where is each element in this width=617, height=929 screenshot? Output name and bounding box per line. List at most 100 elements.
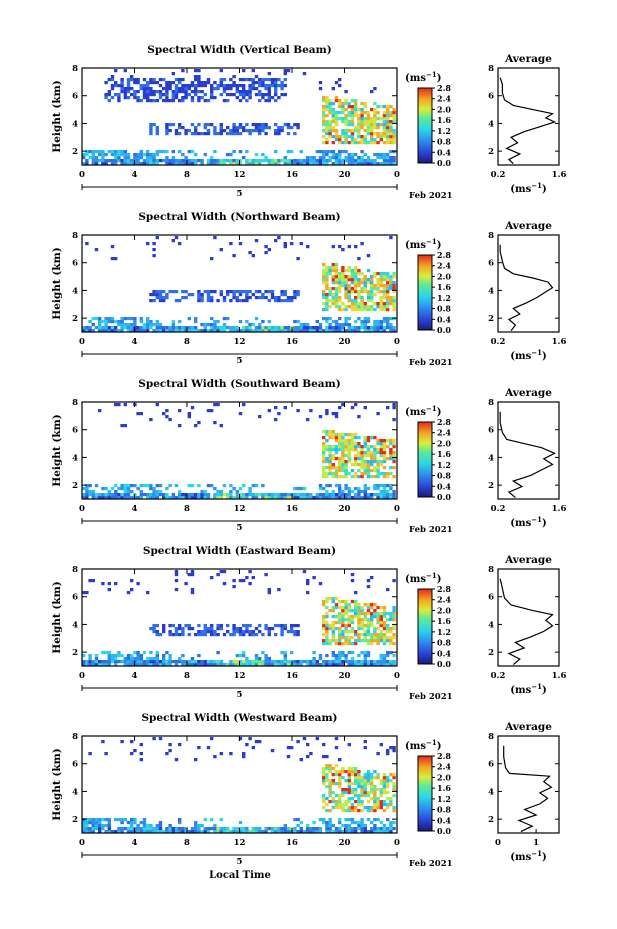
x-tick-label: 4 <box>132 337 138 347</box>
date-label: Feb 2021 <box>409 525 453 535</box>
heatmap-cell <box>386 496 390 500</box>
heatmap-cell <box>347 603 351 607</box>
heatmap-cell <box>360 785 364 789</box>
heatmap-cell <box>110 654 115 658</box>
heatmap-cell <box>197 99 201 103</box>
heatmap-cell <box>302 493 307 497</box>
heatmap-cell <box>347 630 351 634</box>
heatmap-cell <box>360 803 364 807</box>
heatmap-cell <box>94 821 99 825</box>
heatmap-cell <box>152 153 156 157</box>
heatmap-cell <box>357 135 361 139</box>
heatmap-cell <box>350 630 355 634</box>
heatmap-cell <box>98 663 102 667</box>
heatmap-cell <box>110 830 115 834</box>
heatmap-cell <box>331 111 335 115</box>
heatmap-cell <box>363 329 367 333</box>
heatmap-cell <box>203 830 207 834</box>
heatmap-cell <box>219 818 223 822</box>
heatmap-cell <box>114 162 118 166</box>
heatmap-cell <box>325 627 329 631</box>
heatmap-cell <box>357 803 361 807</box>
heatmap-cell <box>238 84 243 88</box>
heatmap-cell <box>360 135 364 139</box>
heatmap-cell <box>136 657 140 661</box>
heatmap-cell <box>331 281 335 285</box>
heatmap-cell <box>386 284 390 288</box>
heatmap-cell <box>344 278 348 282</box>
heatmap-cell <box>101 159 105 163</box>
heatmap-cell <box>274 132 278 136</box>
heatmap-cell <box>328 293 332 297</box>
heatmap-cell <box>258 296 262 300</box>
heatmap-cell <box>293 320 297 324</box>
heatmap-cell <box>146 93 150 97</box>
heatmap-cell <box>366 773 371 777</box>
heatmap-cell <box>386 612 390 616</box>
heatmap-cell <box>389 779 393 783</box>
heatmap-cell <box>254 81 259 85</box>
heatmap-cell <box>325 326 329 330</box>
heatmap-cell <box>152 159 156 163</box>
heatmap-cell <box>104 496 108 500</box>
heatmap-cell <box>219 81 223 85</box>
heatmap-cell <box>146 493 150 497</box>
heatmap-cell <box>366 111 371 115</box>
heatmap-cell <box>350 120 355 124</box>
heatmap-cell <box>382 287 387 291</box>
heatmap-cell <box>194 132 198 136</box>
heatmap-cell <box>331 275 335 279</box>
heatmap-cell <box>187 660 191 664</box>
heatmap-cell <box>203 493 207 497</box>
heatmap-cell <box>357 633 361 637</box>
heatmap-cell <box>357 457 361 461</box>
heatmap-cell <box>261 660 265 664</box>
heatmap-cell <box>328 156 332 160</box>
heatmap-cell <box>386 296 390 300</box>
heatmap-cell <box>107 827 111 831</box>
heatmap-cell <box>146 827 150 831</box>
heatmap-cell <box>376 412 380 416</box>
heatmap-cell <box>325 475 329 479</box>
heatmap-cell <box>238 78 243 82</box>
colorbar-tick-label: 2.8 <box>437 250 451 260</box>
y-axis-label: Height (km) <box>51 414 63 486</box>
heatmap-cell <box>341 403 345 407</box>
heatmap-cell <box>136 81 140 85</box>
heatmap-cell <box>334 484 339 488</box>
heatmap-cell <box>110 75 115 79</box>
heatmap-cell <box>248 660 252 664</box>
heatmap-cell <box>187 93 191 97</box>
heatmap-cell <box>226 326 230 330</box>
heatmap-cell <box>350 657 355 661</box>
heatmap-cell <box>242 93 246 97</box>
heatmap-cell <box>216 320 220 324</box>
heatmap-cell <box>210 290 214 294</box>
heatmap-cell <box>104 96 108 100</box>
heatmap-cell <box>322 618 326 622</box>
heatmap-cell <box>226 493 230 497</box>
heatmap-cell <box>120 317 124 321</box>
heatmap-cell <box>328 460 332 464</box>
colorbar-tick-label: 2.4 <box>437 428 451 438</box>
heatmap-cell <box>357 156 361 160</box>
heatmap-cell <box>338 457 342 461</box>
heatmap-cell <box>216 493 220 497</box>
heatmap-cell <box>296 159 300 163</box>
average-y-tick-label: 2 <box>488 147 494 157</box>
average-title: Average <box>504 721 552 733</box>
heatmap-cell <box>235 496 239 500</box>
heatmap-cell <box>174 96 179 100</box>
heatmap-cell <box>322 129 326 133</box>
colorbar-tick-label: 0.8 <box>437 304 451 314</box>
heatmap-cell <box>328 809 332 813</box>
heatmap-cell <box>248 326 252 330</box>
heatmap-cell <box>91 579 95 583</box>
colorbar <box>417 588 433 665</box>
heatmap-cell <box>357 469 361 473</box>
heatmap-cell <box>242 633 246 637</box>
heatmap-cell <box>258 827 262 831</box>
heatmap-cell <box>190 660 195 664</box>
heatmap-cell <box>331 475 335 479</box>
heatmap-cell <box>107 818 111 822</box>
